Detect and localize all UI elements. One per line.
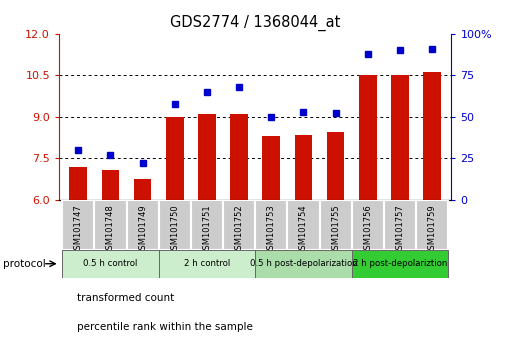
Bar: [159, 250, 255, 278]
Text: 2 h post-depolariztion: 2 h post-depolariztion: [353, 259, 447, 268]
Bar: [134, 179, 151, 200]
Bar: [102, 170, 120, 200]
Bar: [320, 200, 352, 250]
Text: 0.5 h control: 0.5 h control: [83, 259, 137, 268]
Bar: [94, 200, 127, 250]
Text: protocol: protocol: [3, 259, 45, 269]
Text: GSM101752: GSM101752: [234, 204, 244, 255]
Bar: [352, 250, 448, 278]
Text: GSM101750: GSM101750: [170, 204, 180, 255]
Text: GSM101757: GSM101757: [396, 204, 404, 255]
Bar: [62, 250, 159, 278]
Text: GSM101749: GSM101749: [138, 204, 147, 255]
Bar: [294, 135, 312, 200]
Text: GSM101755: GSM101755: [331, 204, 340, 255]
Bar: [384, 200, 416, 250]
Bar: [255, 200, 287, 250]
Bar: [287, 200, 320, 250]
Text: GSM101754: GSM101754: [299, 204, 308, 255]
Bar: [327, 132, 345, 200]
Bar: [127, 200, 159, 250]
Bar: [166, 117, 184, 200]
Text: GSM101747: GSM101747: [74, 204, 83, 255]
Text: GSM101753: GSM101753: [267, 204, 276, 255]
Text: GSM101756: GSM101756: [363, 204, 372, 255]
Bar: [191, 200, 223, 250]
Title: GDS2774 / 1368044_at: GDS2774 / 1368044_at: [170, 15, 341, 31]
Bar: [391, 75, 409, 200]
Bar: [69, 167, 87, 200]
Bar: [198, 114, 216, 200]
Bar: [423, 73, 441, 200]
Text: 2 h control: 2 h control: [184, 259, 230, 268]
Bar: [416, 200, 448, 250]
Text: GSM101748: GSM101748: [106, 204, 115, 255]
Text: percentile rank within the sample: percentile rank within the sample: [77, 321, 253, 332]
Bar: [62, 200, 94, 250]
Bar: [230, 114, 248, 200]
Bar: [359, 75, 377, 200]
Bar: [159, 200, 191, 250]
Bar: [352, 200, 384, 250]
Bar: [255, 250, 352, 278]
Bar: [263, 136, 280, 200]
Text: transformed count: transformed count: [77, 293, 174, 303]
Bar: [223, 200, 255, 250]
Text: GSM101759: GSM101759: [428, 204, 437, 255]
Text: GSM101751: GSM101751: [203, 204, 211, 255]
Text: 0.5 h post-depolarization: 0.5 h post-depolarization: [250, 259, 358, 268]
